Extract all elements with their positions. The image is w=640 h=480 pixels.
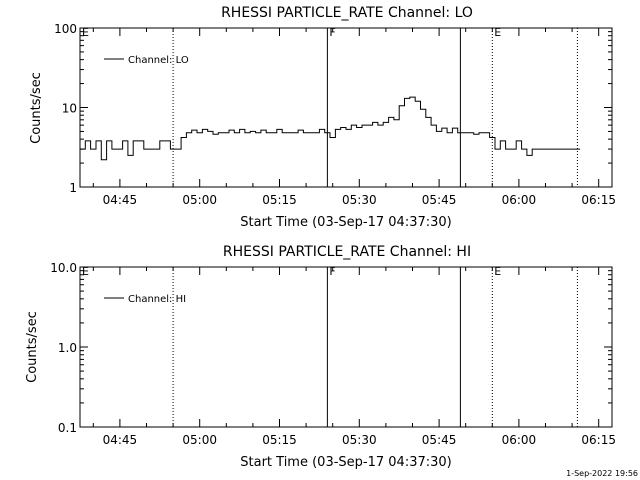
event-marker-label: E (82, 265, 89, 278)
x-tick-label: 05:15 (262, 433, 297, 447)
event-marker-label: E (494, 26, 501, 39)
legend-label: Channel: LO (128, 55, 189, 66)
legend: Channel: LO (104, 55, 189, 66)
event-marker-label: E (82, 26, 89, 39)
x-tick-label: 05:45 (422, 193, 457, 207)
x-tick-label: 05:15 (262, 193, 297, 207)
series-layer (80, 96, 581, 161)
x-tick-label: 04:45 (103, 193, 138, 207)
x-axis-label: Start Time (03-Sep-17 04:37:30) (240, 215, 451, 230)
footer-timestamp: 1-Sep-2022 19:56 (566, 469, 638, 478)
y-axis-label: Counts/sec (25, 311, 40, 383)
legend-label: Channel: HI (128, 294, 186, 305)
x-tick-label: 05:30 (342, 433, 377, 447)
event-marker-label: F (329, 26, 335, 39)
panel-hi: RHESSI PARTICLE_RATE Channel: HI Counts/… (25, 244, 616, 470)
x-axis-label: Start Time (03-Sep-17 04:37:30) (240, 455, 451, 470)
y-axis-label: Counts/sec (29, 72, 44, 144)
event-marker-label: E (494, 265, 501, 278)
series-line (80, 96, 581, 161)
chart-title: RHESSI PARTICLE_RATE Channel: HI (223, 244, 471, 260)
x-tick-label: 06:00 (502, 433, 537, 447)
axis-ticks: 04:45 05:00 05:15 05:30 05:45 06:00 06:15 0.1 1.… (50, 261, 616, 447)
panel-lo: RHESSI PARTICLE_RATE Channel: LO Counts/… (29, 5, 616, 230)
x-tick-label: 05:45 (422, 433, 457, 447)
x-tick-label: 04:45 (103, 433, 138, 447)
chart-title: RHESSI PARTICLE_RATE Channel: LO (221, 5, 473, 21)
y-tick-label: 10 (62, 102, 77, 116)
x-tick-label: 06:15 (581, 193, 616, 207)
x-tick-label: 05:00 (182, 193, 217, 207)
legend: Channel: HI (104, 294, 186, 305)
x-tick-label: 05:00 (182, 433, 217, 447)
y-tick-label: 10.0 (50, 261, 77, 275)
y-tick-label: 1.0 (58, 341, 77, 355)
y-tick-label: 100 (54, 22, 77, 36)
event-marker-label: F (329, 265, 335, 278)
x-tick-label: 06:00 (502, 193, 537, 207)
y-tick-label: 0.1 (58, 421, 77, 435)
axis-ticks: 04:45 05:00 05:15 05:30 05:45 06:00 06:15 1 10 10… (54, 22, 616, 207)
plot-frame (79, 266, 613, 428)
plot-frame (79, 27, 613, 188)
x-tick-label: 06:15 (581, 433, 616, 447)
y-tick-label: 1 (69, 181, 77, 195)
x-tick-label: 05:30 (342, 193, 377, 207)
